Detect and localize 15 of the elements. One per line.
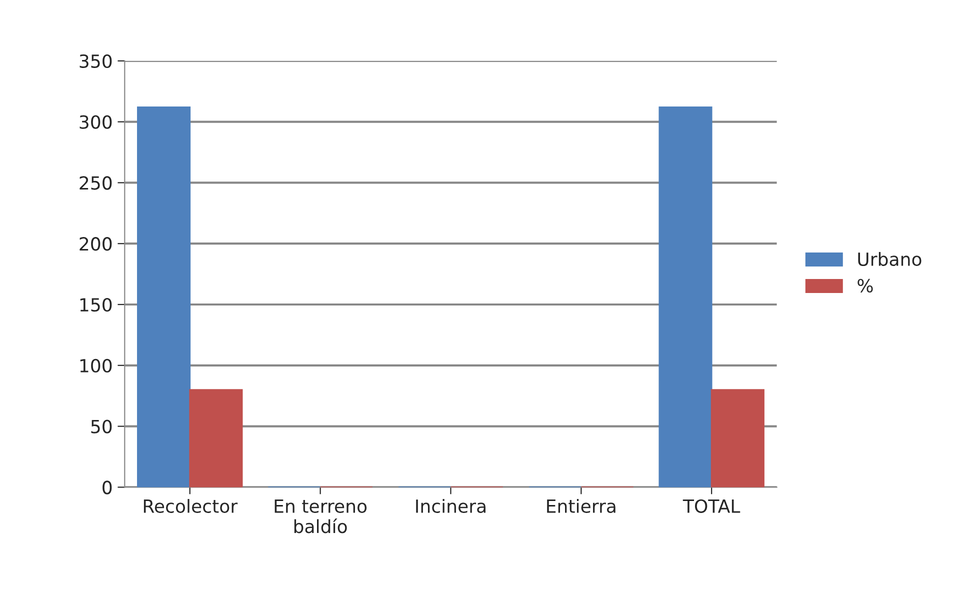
legend-label: % — [858, 278, 873, 293]
x-tick-label: Entierra — [547, 499, 616, 513]
y-tick-label: 150 — [80, 298, 112, 312]
y-tick-label: 300 — [80, 115, 112, 129]
y-tick-label: 350 — [80, 54, 112, 68]
y-tick-label: 0 — [102, 480, 112, 494]
y-tick-label: 50 — [91, 420, 112, 434]
legend-label: Urbano — [858, 252, 922, 266]
y-tick-label: 100 — [80, 358, 112, 373]
x-tick-label: Incinera — [416, 499, 486, 513]
x-tick-label: TOTAL — [682, 499, 740, 513]
x-tick-label: En terreno baldío — [274, 500, 367, 534]
y-tick-label: 200 — [80, 237, 112, 251]
x-tick-label: Recolector — [144, 499, 238, 513]
y-tick-label: 250 — [80, 176, 112, 190]
